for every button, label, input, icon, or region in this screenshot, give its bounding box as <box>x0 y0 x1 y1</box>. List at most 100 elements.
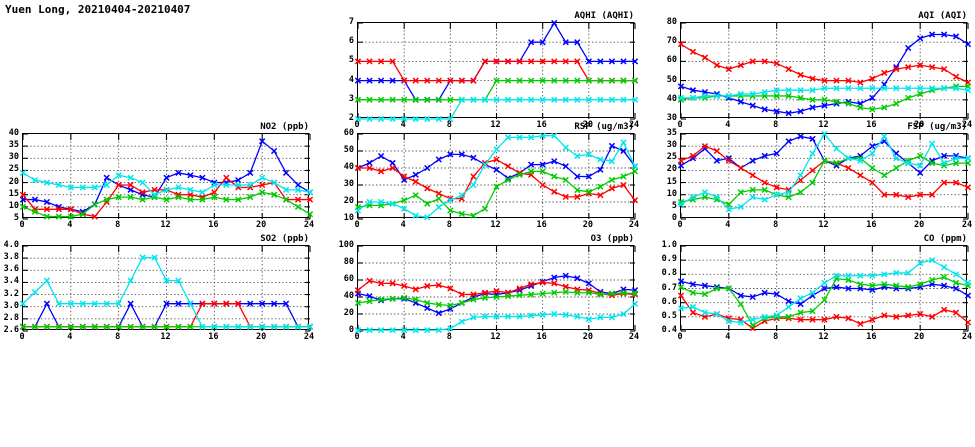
x-tick-label: 24 <box>961 332 973 342</box>
x-tick-label: 20 <box>582 220 593 230</box>
data-point-marker <box>737 62 744 69</box>
data-point-marker <box>809 87 816 94</box>
data-point-marker <box>620 147 627 155</box>
data-point-marker <box>247 300 254 307</box>
data-point-marker <box>43 179 51 186</box>
data-point-marker <box>737 292 744 299</box>
data-point-marker <box>809 135 816 142</box>
data-point-marker <box>470 77 477 84</box>
plot-canvas-o3 <box>354 245 639 334</box>
data-point-marker <box>952 179 960 186</box>
data-point-marker <box>539 77 546 84</box>
y-tick-label: 70 <box>666 36 677 47</box>
data-point-marker <box>821 96 828 103</box>
data-point-marker <box>424 164 431 172</box>
y-tick-label: 15 <box>666 176 677 187</box>
data-point-marker <box>952 279 960 286</box>
data-point-marker <box>223 181 230 189</box>
data-point-marker <box>689 309 697 316</box>
data-point-marker <box>725 206 732 213</box>
data-point-marker <box>424 115 431 123</box>
y-tick-label: 2.8 <box>3 312 19 323</box>
data-point-marker <box>377 77 385 84</box>
data-point-marker <box>551 77 558 84</box>
data-point-marker <box>270 191 278 198</box>
data-point-marker <box>928 257 936 264</box>
data-point-marker <box>211 181 218 189</box>
data-point-marker <box>689 152 697 159</box>
data-point-marker <box>917 62 924 69</box>
x-tick-label: 12 <box>160 220 171 230</box>
x-tick-label: 8 <box>115 220 121 230</box>
y-tick-label: 100 <box>338 240 354 250</box>
data-point-marker <box>306 189 314 196</box>
chart-title-co: CO (ppm) <box>923 234 967 244</box>
data-point-marker <box>247 169 254 176</box>
data-point-marker <box>677 292 685 299</box>
data-point-marker <box>689 289 697 296</box>
data-point-marker <box>527 168 535 175</box>
data-point-marker <box>401 115 408 123</box>
data-point-marker <box>585 188 592 195</box>
data-point-marker <box>435 96 442 103</box>
data-point-marker <box>952 73 960 80</box>
data-point-marker <box>389 77 396 84</box>
series-aqhi-day4 <box>354 96 639 123</box>
data-point-marker <box>677 278 685 285</box>
data-point-marker <box>527 312 535 319</box>
data-point-marker <box>761 88 768 96</box>
y-tick-label: 30 <box>343 179 354 189</box>
data-point-marker <box>562 193 569 201</box>
data-point-marker <box>893 65 900 73</box>
data-point-marker <box>964 184 972 191</box>
data-point-marker <box>539 181 546 189</box>
data-point-marker <box>127 186 134 193</box>
data-point-marker <box>725 285 732 292</box>
data-point-marker <box>821 285 828 292</box>
chart-panel-aqhi: AQHI (AQHI) 2 3 4 5 6 7 0 4 8 12 16 20 24 <box>349 11 639 130</box>
data-point-marker <box>55 300 63 307</box>
data-point-marker <box>366 293 373 300</box>
data-point-marker <box>235 177 242 184</box>
data-point-marker <box>833 313 840 320</box>
y-tick-label: 1.0 <box>661 240 677 250</box>
data-point-marker <box>43 300 51 307</box>
data-point-marker <box>516 171 523 178</box>
data-point-marker <box>470 212 477 219</box>
data-point-marker <box>211 194 218 201</box>
y-tick-label: 20 <box>343 308 354 318</box>
data-point-marker <box>187 191 194 198</box>
data-point-marker <box>211 189 218 196</box>
x-tick-label: 4 <box>725 120 731 130</box>
data-point-marker <box>259 174 266 181</box>
data-point-marker <box>504 175 512 182</box>
data-point-marker <box>821 85 828 92</box>
data-point-marker <box>551 173 558 180</box>
data-point-marker <box>31 323 39 330</box>
data-point-marker <box>306 211 314 218</box>
data-point-marker <box>43 277 51 284</box>
data-point-marker <box>458 299 466 307</box>
data-point-marker <box>620 173 627 180</box>
data-point-marker <box>749 293 756 301</box>
chart-title-aqhi: AQHI (AQHI) <box>574 11 634 21</box>
data-point-marker <box>447 151 454 158</box>
data-point-marker <box>725 157 732 164</box>
data-point-marker <box>377 96 385 103</box>
data-point-marker <box>306 323 314 330</box>
data-point-marker <box>115 323 122 330</box>
data-point-marker <box>585 173 592 180</box>
data-point-marker <box>785 65 792 73</box>
x-tick-label: 24 <box>628 120 640 130</box>
y-tick-label: 5 <box>13 213 19 223</box>
data-point-marker <box>833 77 840 84</box>
data-point-marker <box>91 201 98 208</box>
data-point-marker <box>749 102 756 109</box>
chart-title-o3: O3 (ppb) <box>590 234 634 244</box>
data-point-marker <box>401 282 408 290</box>
data-point-marker <box>151 254 158 261</box>
data-point-marker <box>67 206 74 213</box>
series-line <box>680 259 969 324</box>
data-point-marker <box>677 83 685 90</box>
data-point-marker <box>19 191 27 198</box>
